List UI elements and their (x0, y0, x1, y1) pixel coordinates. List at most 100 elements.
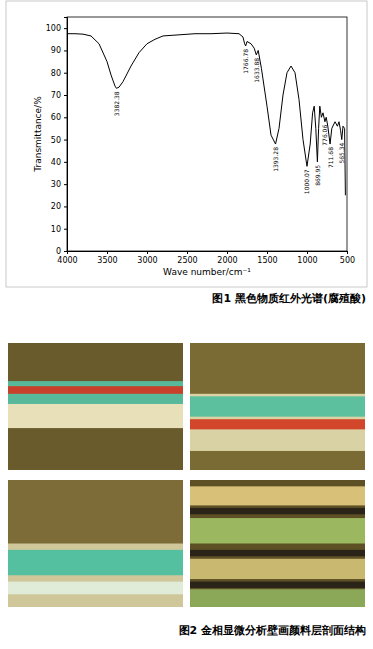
y-tick-label: 30 (51, 180, 61, 189)
y-axis-line (64, 18, 68, 252)
x-tick: 2500 (177, 251, 197, 265)
y-tick: 50 (51, 136, 67, 145)
y-axis: 0 10 20 30 40 50 60 70 80 90 100 (46, 18, 68, 257)
micrograph-layer (190, 480, 365, 607)
x-tick: 1000 (297, 251, 317, 265)
micrograph-layer (8, 550, 183, 575)
y-tick-mark (64, 140, 67, 141)
x-tick-label: 1500 (257, 256, 277, 265)
y-tick-label: 90 (51, 46, 61, 55)
micrograph-layer (8, 582, 183, 595)
peak-label: 3382.38 (113, 91, 120, 116)
y-tick: 80 (51, 69, 67, 78)
x-tick-label: 4000 (57, 256, 77, 265)
micrograph-layer (8, 343, 183, 470)
peak-label: 1000.07 (303, 169, 310, 194)
x-tick-label: 1000 (297, 256, 317, 265)
peak-label: 1633.88 (253, 58, 260, 83)
y-tick-label: 20 (51, 202, 61, 211)
micrograph-layer (190, 559, 365, 579)
peak-label: 1393.28 (272, 147, 279, 172)
x-tick-mark (147, 251, 148, 254)
micrograph-layer (190, 343, 365, 470)
x-tick-mark (347, 251, 348, 254)
micrograph-layer (190, 589, 365, 607)
micrograph-layer (8, 381, 183, 404)
plot-area (67, 33, 345, 195)
y-tick-label: 70 (51, 91, 61, 100)
y-axis-title: Transmittance/% (33, 96, 43, 173)
micrograph (190, 343, 365, 470)
y-tick-mark (64, 184, 67, 185)
y-tick-mark (64, 162, 67, 163)
y-tick-label: 10 (51, 225, 61, 234)
y-tick-mark (64, 251, 67, 252)
micrograph-layer (190, 419, 365, 429)
x-axis: 4000 3500 3000 2500 2000 1500 1000 500 (57, 251, 355, 265)
figure-caption: 图2 金相显微分析壁画颜料层剖面结构 (179, 624, 366, 637)
chart-border (6, 1, 367, 287)
peak-labels: 3382.38 1766.78 1633.88 1393.28 1000.07 869.9… (113, 49, 345, 194)
y-tick-label: 0 (56, 247, 61, 256)
y-tick: 10 (51, 225, 67, 234)
y-tick: 70 (51, 91, 67, 100)
micrograph (190, 480, 365, 607)
y-tick: 60 (51, 113, 67, 122)
y-tick-mark (64, 50, 67, 51)
plot-frame (67, 17, 347, 251)
x-tick-mark (187, 251, 188, 254)
x-axis-title: Wave number/cm⁻¹ (163, 267, 251, 277)
spectrum-line (67, 33, 345, 195)
y-tick-mark (64, 28, 67, 29)
y-tick-label: 80 (51, 69, 61, 78)
x-tick: 3000 (137, 251, 157, 265)
x-tick: 1500 (257, 251, 277, 265)
y-tick: 20 (51, 202, 67, 211)
x-tick: 2000 (217, 251, 237, 265)
x-tick-label: 2000 (217, 256, 237, 265)
x-tick-label: 3500 (97, 256, 117, 265)
micrograph-layer (8, 386, 183, 394)
peak-label: 869.95 (314, 165, 321, 186)
x-tick-label: 500 (340, 256, 355, 265)
y-tick: 100 (46, 24, 67, 33)
micrograph-layer (190, 518, 365, 543)
y-tick-mark (64, 229, 67, 230)
peak-label: 776.06 (321, 125, 328, 146)
y-tick-label: 100 (46, 24, 61, 33)
micrograph-layer (8, 480, 183, 607)
y-tick-mark (64, 206, 67, 207)
micrograph (8, 343, 183, 470)
y-tick: 40 (51, 158, 67, 167)
y-tick-label: 60 (51, 113, 61, 122)
x-tick-mark (107, 251, 108, 254)
micrograph-layer (190, 394, 365, 451)
x-tick: 500 (340, 251, 355, 265)
y-tick: 90 (51, 46, 67, 55)
micrograph (8, 480, 183, 607)
peak-label: 565.34 (338, 142, 345, 163)
peak-label: 1766.78 (242, 49, 249, 74)
x-axis-line (68, 252, 348, 255)
y-tick-mark (64, 95, 67, 96)
micrograph-layer (8, 544, 183, 608)
figure-caption: 图1 黑色物质红外光谱(腐殖酸) (212, 292, 366, 305)
page: 4000 3500 3000 2500 2000 1500 1000 500 0 10 20 30 40… (0, 0, 373, 649)
y-tick-mark (64, 73, 67, 74)
y-tick-label: 50 (51, 136, 61, 145)
y-tick-label: 40 (51, 158, 61, 167)
micrograph-layer (190, 396, 365, 416)
micrograph-layer (190, 550, 365, 556)
x-tick-mark (267, 251, 268, 254)
micrograph-layer (190, 508, 365, 514)
x-tick-label: 2500 (177, 256, 197, 265)
y-tick-mark (64, 117, 67, 118)
micrograph-layer (190, 486, 365, 505)
x-tick: 3500 (97, 251, 117, 265)
micrograph-layer (190, 582, 365, 588)
y-tick: 0 (56, 247, 67, 256)
peak-label: 711.68 (327, 147, 334, 168)
x-tick-mark (227, 251, 228, 254)
x-tick-label: 3000 (137, 256, 157, 265)
x-tick-mark (307, 251, 308, 254)
